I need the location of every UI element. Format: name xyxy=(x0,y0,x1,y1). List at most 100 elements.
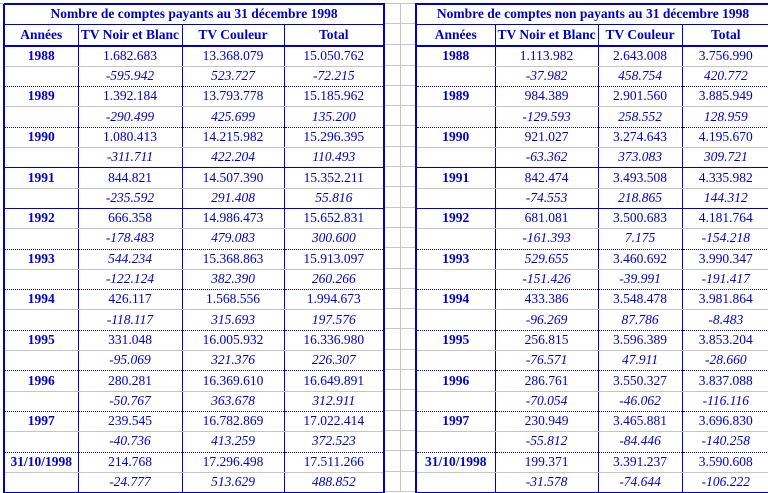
delta-row: -122.124 382.390 260.266 xyxy=(4,269,385,291)
delta-cell: -74.553 xyxy=(494,188,599,209)
value-row: 1992 666.358 14.986.473 15.652.831 xyxy=(4,208,385,230)
delta-row: -118.117 315.693 197.576 xyxy=(4,309,385,331)
grid-cell xyxy=(385,23,401,46)
grid-cell xyxy=(399,207,416,228)
grid-cell xyxy=(399,430,416,452)
grid-row xyxy=(385,410,416,431)
year-cell: 1997 xyxy=(4,411,78,433)
value-cell: 544.234 xyxy=(77,249,182,270)
grid-cell xyxy=(385,44,401,66)
grid-cell xyxy=(399,85,416,107)
value-cell: 1.682.683 xyxy=(77,45,182,67)
spacer-cell xyxy=(4,431,78,453)
delta-cell: 226.307 xyxy=(283,350,385,372)
value-cell: 286.761 xyxy=(494,370,599,392)
grid-row xyxy=(385,430,416,452)
value-row: 1991 844.821 14.507.390 15.352.211 xyxy=(4,167,385,189)
value-cell: 280.281 xyxy=(77,370,182,392)
grid-cell xyxy=(385,410,401,431)
grid-row xyxy=(385,227,416,249)
delta-cell: -70.054 xyxy=(494,391,599,412)
value-cell: 256.815 xyxy=(494,330,599,352)
grid-cell xyxy=(399,369,416,391)
value-cell: 14.507.390 xyxy=(181,167,284,189)
delta-cell: -290.499 xyxy=(77,106,182,128)
value-cell: 3.696.830 xyxy=(681,411,768,433)
delta-cell: -74.644 xyxy=(597,472,683,493)
grid-cell xyxy=(399,2,416,25)
delta-cell: -50.767 xyxy=(77,391,182,412)
delta-cell: 413.259 xyxy=(181,431,284,453)
delta-cell: 55.816 xyxy=(283,188,385,209)
spacer-cell xyxy=(4,147,78,169)
delta-row: -235.592 291.408 55.816 xyxy=(4,188,385,209)
value-cell: 1.568.556 xyxy=(181,289,284,311)
delta-row: -95.069 321.376 226.307 xyxy=(4,350,385,372)
year-cell: 1994 xyxy=(416,289,496,311)
spacer-cell xyxy=(416,391,496,412)
spacer-cell xyxy=(416,269,496,291)
spacer-cell xyxy=(4,472,78,493)
value-cell: 14.986.473 xyxy=(181,208,284,230)
delta-cell: -122.124 xyxy=(77,269,182,291)
delta-row: -37.982 458.754 420.772 xyxy=(416,66,768,88)
grid-cell xyxy=(399,23,416,46)
grid-cell xyxy=(399,146,416,168)
spacer-cell xyxy=(416,106,496,128)
value-row: 1993 544.234 15.368.863 15.913.097 xyxy=(4,249,385,270)
title-row: Nombre de comptes non payants au 31 déce… xyxy=(416,4,768,26)
delta-cell: 87.786 xyxy=(597,309,683,331)
value-cell: 1.994.673 xyxy=(283,289,385,311)
year-cell: 1995 xyxy=(416,330,496,352)
grid-row xyxy=(385,65,416,86)
grid-cell xyxy=(385,328,401,350)
delta-cell: 523.727 xyxy=(181,66,284,88)
value-cell: 3.590.608 xyxy=(681,452,768,473)
value-cell: 1.080.413 xyxy=(77,127,182,149)
value-cell: 17.022.414 xyxy=(283,411,385,433)
value-row: 1995 256.815 3.596.389 3.853.204 xyxy=(416,330,768,352)
grid-row xyxy=(385,268,416,289)
delta-cell: -84.446 xyxy=(597,431,683,453)
grid-row xyxy=(385,125,416,147)
grid-cell xyxy=(385,125,401,147)
value-row: 1997 230.949 3.465.881 3.696.830 xyxy=(416,411,768,433)
delta-cell: 372.523 xyxy=(283,431,385,453)
header-row: Années TV Noir et Blanc TV Couleur Total xyxy=(416,24,768,47)
grid-row xyxy=(385,369,416,391)
delta-cell: 321.376 xyxy=(181,350,284,372)
grid-cell xyxy=(385,308,401,330)
value-cell: 239.545 xyxy=(77,411,182,433)
grid-cell xyxy=(385,65,401,86)
delta-cell: -161.393 xyxy=(494,228,599,250)
value-cell: 1.392.184 xyxy=(77,86,182,108)
value-cell: 842.474 xyxy=(494,167,599,189)
delta-cell: -96.269 xyxy=(494,309,599,331)
delta-cell: -28.660 xyxy=(681,350,768,372)
year-cell: 1992 xyxy=(4,208,78,230)
delta-cell: 47.911 xyxy=(597,350,683,372)
value-cell: 214.768 xyxy=(77,452,182,473)
delta-row: -129.593 258.552 128.959 xyxy=(416,106,768,128)
value-cell: 3.853.204 xyxy=(681,330,768,352)
grid-cell xyxy=(399,227,416,249)
spacer-cell xyxy=(4,66,78,88)
grid-cell xyxy=(399,410,416,431)
grid-cell xyxy=(385,227,401,249)
value-cell: 3.837.088 xyxy=(681,370,768,392)
column-header: Total xyxy=(283,24,385,47)
delta-cell: -39.991 xyxy=(597,269,683,291)
grid-cell xyxy=(399,105,416,127)
value-cell: 15.368.863 xyxy=(181,249,284,270)
grid-cell xyxy=(385,349,401,371)
grid-cell xyxy=(399,471,416,492)
grid-row xyxy=(385,389,416,411)
delta-cell: -76.571 xyxy=(494,350,599,372)
value-cell: 3.990.347 xyxy=(681,249,768,270)
delta-cell: -116.116 xyxy=(681,391,768,412)
grid-cell xyxy=(385,207,401,228)
table-comptes-payants: Nombre de comptes payants au 31 décembre… xyxy=(3,3,386,493)
spacer-cell xyxy=(4,269,78,291)
value-cell: 3.756.990 xyxy=(681,45,768,67)
